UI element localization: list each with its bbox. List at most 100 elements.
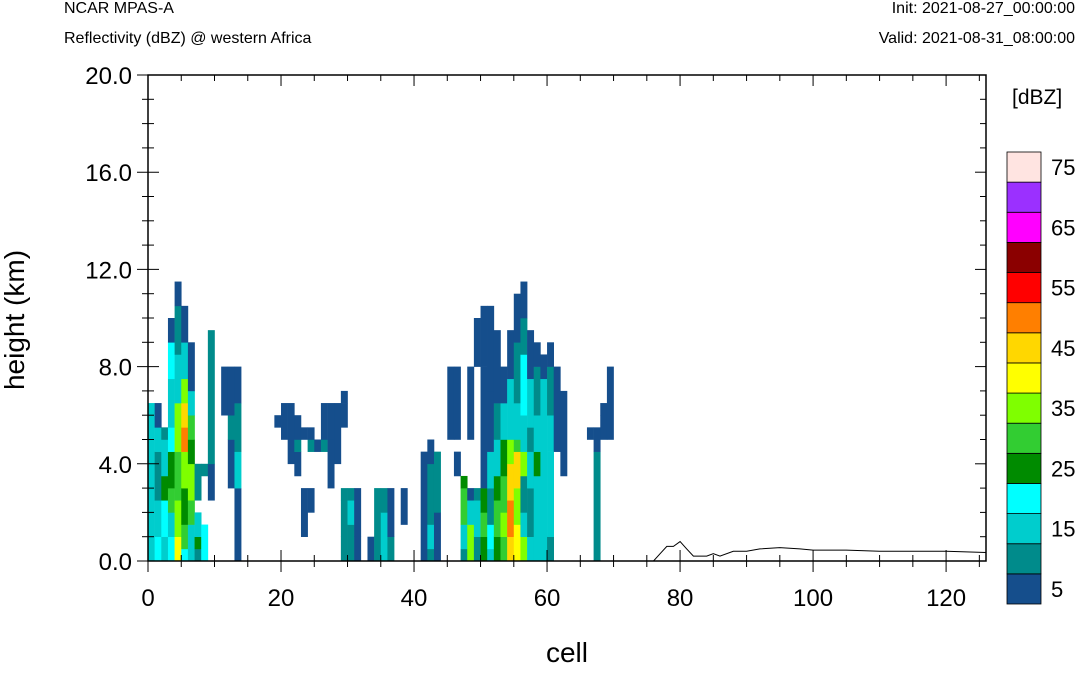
reflectivity-cell: [354, 536, 362, 562]
reflectivity-cell: [201, 463, 209, 477]
reflectivity-cell: [227, 415, 235, 440]
colorbar-swatch: [1006, 392, 1042, 424]
x-axis: 0 20 40 60 80 100 120: [141, 75, 980, 612]
reflectivity-cell: [207, 330, 215, 465]
reflectivity-cell: [493, 500, 501, 537]
reflectivity-cell: [533, 366, 541, 416]
colorbar-label: 15: [1051, 517, 1075, 542]
reflectivity-cell: [520, 354, 528, 416]
chart-subtitle: Reflectivity (dBZ) @ western Africa: [64, 30, 312, 47]
reflectivity-cell: [553, 366, 561, 452]
reflectivity-cell: [294, 451, 302, 477]
colorbar-swatch: [1006, 211, 1042, 243]
colorbar-label: 55: [1051, 276, 1075, 301]
reflectivity-cell: [340, 403, 348, 428]
reflectivity-cell: [307, 439, 315, 452]
reflectivity-cell: [340, 390, 348, 404]
reflectivity-cell: [307, 488, 315, 513]
reflectivity-cell: [540, 354, 548, 380]
reflectivity-cell: [593, 427, 601, 452]
reflectivity-cell: [427, 439, 435, 465]
reflectivity-cell: [327, 403, 335, 440]
reflectivity-cell: [347, 500, 355, 525]
reflectivity-cell: [367, 536, 375, 562]
colorbar-swatch: [1006, 151, 1042, 183]
x-tick-label: 80: [667, 585, 694, 612]
reflectivity-cell: [520, 475, 528, 513]
y-axis: 0.0 4.0 8.0 12.0 16.0 20.0: [85, 63, 986, 576]
reflectivity-cell: [167, 488, 175, 513]
reflectivity-cell: [586, 427, 594, 440]
reflectivity-cell: [174, 536, 182, 562]
reflectivity-cell: [181, 342, 189, 380]
reflectivity-cell: [187, 500, 195, 525]
reflectivity-cell: [187, 439, 195, 465]
reflectivity-cell: [527, 427, 535, 452]
reflectivity-cell: [480, 366, 488, 489]
reflectivity-cell: [387, 488, 395, 537]
colorbar-swatch: [1006, 272, 1042, 304]
colorbar-swatch: [1006, 302, 1042, 334]
reflectivity-cell: [354, 488, 362, 537]
reflectivity-cell: [340, 500, 348, 537]
reflectivity-cell: [181, 524, 189, 550]
reflectivity-cell: [453, 451, 461, 477]
reflectivity-cell: [606, 366, 614, 440]
reflectivity-cell: [460, 488, 468, 525]
reflectivity-cell: [154, 403, 162, 428]
reflectivity-cell: [600, 415, 608, 440]
reflectivity-cell: [167, 512, 175, 537]
reflectivity-cell: [507, 536, 515, 562]
reflectivity-cell: [473, 318, 481, 367]
reflectivity-cell: [187, 415, 195, 440]
reflectivity-cell: [347, 488, 355, 501]
reflectivity-cell: [507, 378, 515, 440]
y-tick-label: 20.0: [85, 63, 132, 90]
reflectivity-cell: [507, 500, 515, 537]
reflectivity-cell: [194, 548, 202, 562]
reflectivity-cell: [340, 536, 348, 562]
reflectivity-cell: [181, 305, 189, 343]
reflectivity-cell: [533, 475, 541, 562]
reflectivity-cell: [533, 451, 541, 477]
reflectivity-cell: [154, 500, 162, 537]
reflectivity-cell: [513, 524, 521, 562]
reflectivity-cell: [433, 512, 441, 562]
reflectivity-cell: [593, 451, 601, 562]
reflectivity-cell: [547, 451, 554, 537]
reflectivity-cell: [374, 488, 382, 537]
reflectivity-cell: [513, 342, 521, 404]
reflectivity-cell: [487, 390, 495, 452]
reflectivity-cell: [154, 427, 162, 452]
reflectivity-cell: [227, 439, 235, 489]
colorbar-label: 5: [1051, 577, 1063, 602]
x-tick-label: 100: [793, 585, 833, 612]
reflectivity-cell: [427, 524, 435, 550]
reflectivity-cell: [500, 366, 508, 404]
reflectivity-cell: [473, 488, 481, 501]
reflectivity-cell: [181, 378, 189, 404]
reflectivity-cell: [167, 318, 175, 343]
reflectivity-cell: [201, 524, 209, 562]
valid-time: Valid: 2021-08-31_08:00:00: [878, 30, 1075, 47]
reflectivity-cell: [181, 488, 189, 525]
reflectivity-cell: [194, 512, 202, 537]
reflectivity-cell: [560, 390, 568, 477]
reflectivity-cell: [527, 378, 535, 428]
reflectivity-cell: [520, 415, 528, 452]
reflectivity-cell: [467, 524, 475, 562]
reflectivity-cell: [340, 488, 348, 501]
x-tick-label: 60: [534, 585, 561, 612]
reflectivity-cell: [533, 415, 541, 452]
reflectivity-cell: [520, 536, 528, 562]
reflectivity-cell: [161, 500, 169, 537]
reflectivity-cell: [167, 536, 175, 562]
colorbar: 5 15 25 35 45 55 65 75: [1006, 151, 1075, 605]
reflectivity-cell: [473, 500, 481, 537]
colorbar-label: 65: [1051, 215, 1075, 240]
reflectivity-cell: [167, 342, 175, 380]
reflectivity-cell: [533, 342, 541, 367]
reflectivity-cell: [274, 415, 282, 428]
reflectivity-cell: [174, 403, 182, 452]
reflectivity-cell: [480, 536, 488, 562]
